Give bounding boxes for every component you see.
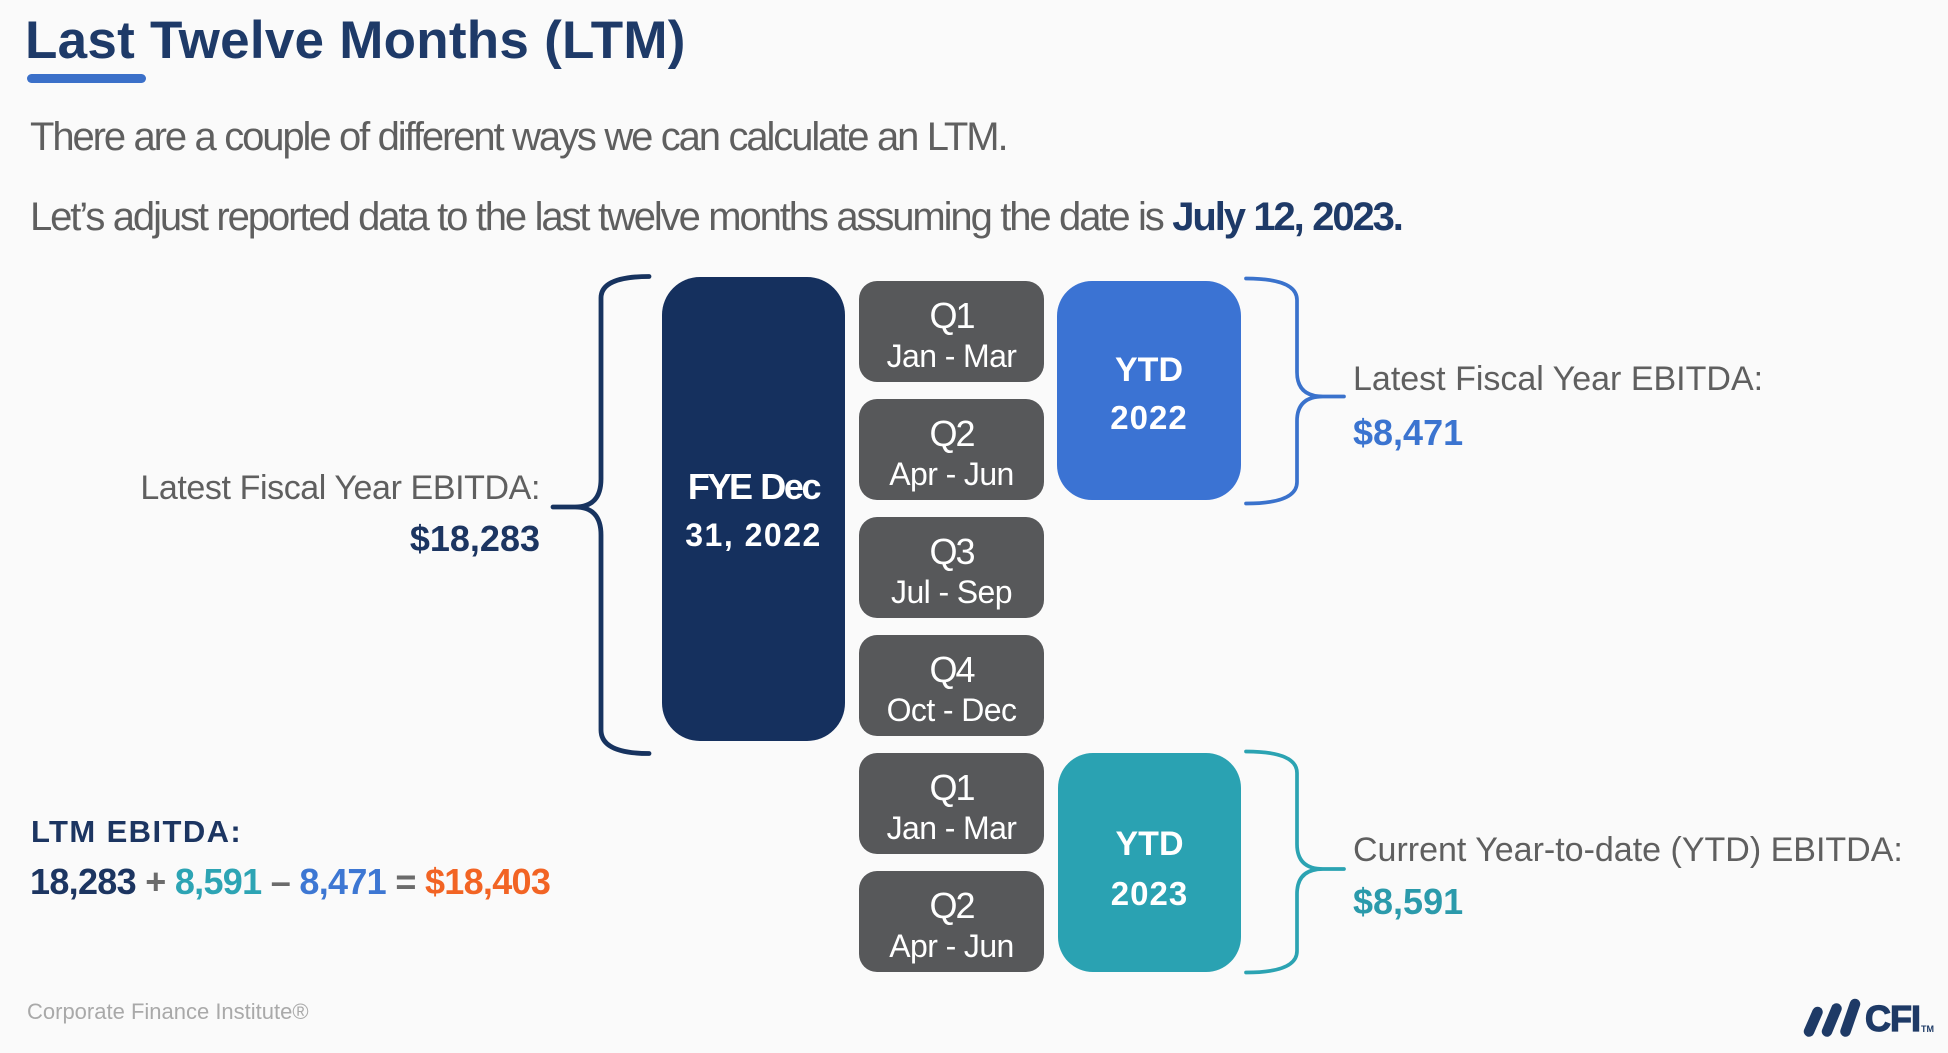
svg-text:TM: TM [1921, 1024, 1934, 1034]
svg-text:CFI: CFI [1865, 998, 1920, 1039]
